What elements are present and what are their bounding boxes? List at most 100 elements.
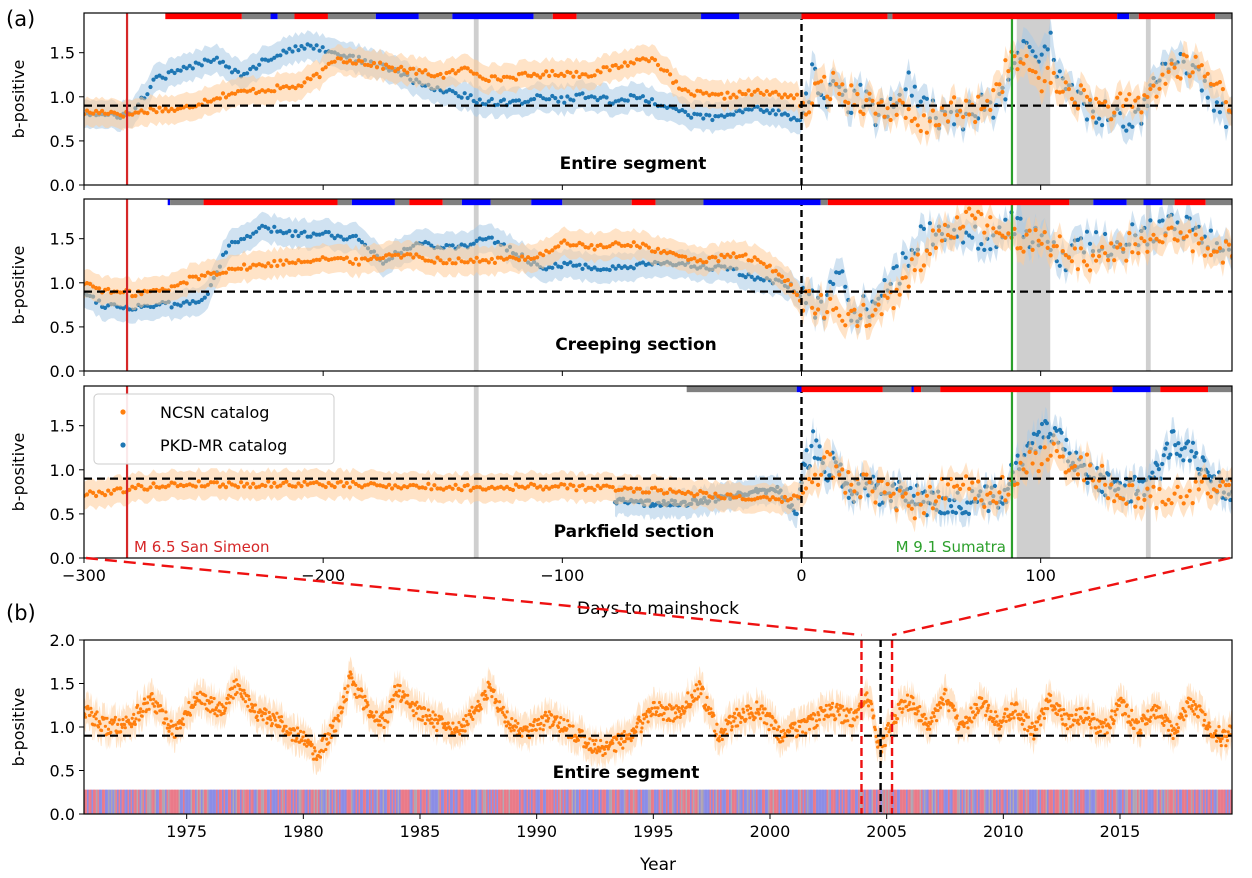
data-point xyxy=(504,716,507,719)
data-point xyxy=(896,717,899,720)
data-point xyxy=(268,715,271,718)
data-point xyxy=(1037,239,1041,243)
data-point xyxy=(843,323,847,327)
data-point xyxy=(1019,713,1022,716)
data-point xyxy=(209,696,212,699)
data-point xyxy=(1206,96,1210,100)
data-point xyxy=(1130,250,1134,254)
data-point xyxy=(116,723,119,726)
data-point xyxy=(994,501,998,505)
data-point xyxy=(113,718,116,721)
data-point xyxy=(1224,125,1228,129)
data-point xyxy=(626,99,630,103)
data-point xyxy=(887,722,890,725)
data-point xyxy=(632,61,636,65)
data-point xyxy=(124,726,127,729)
data-point xyxy=(350,673,353,676)
data-point xyxy=(176,727,179,730)
data-point xyxy=(1094,259,1098,263)
data-point xyxy=(262,718,265,721)
data-point xyxy=(594,739,597,742)
data-point xyxy=(961,483,965,487)
data-point xyxy=(1046,47,1050,51)
data-point xyxy=(746,709,749,712)
data-point xyxy=(1215,250,1219,254)
data-point xyxy=(972,710,975,713)
data-point xyxy=(724,728,727,731)
data-point xyxy=(713,730,716,733)
data-point xyxy=(1027,716,1030,719)
data-point xyxy=(603,748,606,751)
data-point xyxy=(858,313,862,317)
panel-parkfield-section: 0.00.51.01.5−300 −200 −100 0 100 Parkfield s… xyxy=(9,385,1234,619)
data-point xyxy=(898,707,901,710)
data-point xyxy=(1148,87,1152,91)
data-point xyxy=(1034,451,1038,455)
data-point xyxy=(1154,506,1158,510)
data-point xyxy=(777,738,780,741)
data-point xyxy=(477,700,480,703)
data-point xyxy=(1109,241,1113,245)
data-point xyxy=(1215,100,1219,104)
data-point xyxy=(1058,234,1062,238)
data-point xyxy=(123,723,126,726)
data-point xyxy=(1015,67,1019,71)
data-point xyxy=(406,694,409,697)
data-point xyxy=(1046,707,1049,710)
data-point xyxy=(1215,740,1218,743)
data-point xyxy=(619,743,622,746)
data-point xyxy=(636,722,639,725)
data-point xyxy=(986,709,989,712)
data-point xyxy=(982,505,986,509)
data-point xyxy=(662,718,665,721)
data-point xyxy=(309,77,313,81)
data-point xyxy=(811,429,815,433)
data-point xyxy=(1124,98,1128,102)
data-point xyxy=(167,484,171,488)
data-point xyxy=(773,727,776,730)
data-point xyxy=(1208,725,1211,728)
data-point xyxy=(1194,55,1198,59)
data-point xyxy=(1132,727,1135,730)
data-point xyxy=(89,714,92,717)
data-point xyxy=(943,113,947,117)
data-point xyxy=(1064,723,1067,726)
data-point xyxy=(831,702,834,705)
data-point xyxy=(928,728,931,731)
data-point xyxy=(1220,744,1223,747)
data-point xyxy=(225,702,228,705)
data-point xyxy=(872,714,875,717)
data-point xyxy=(801,730,804,733)
data-point xyxy=(266,226,270,230)
data-point xyxy=(284,50,288,54)
data-point xyxy=(970,213,974,217)
data-point xyxy=(1157,87,1161,91)
data-point xyxy=(535,729,538,732)
data-point xyxy=(819,79,823,83)
data-point xyxy=(1217,725,1220,728)
data-point xyxy=(1043,445,1047,449)
legend-marker-pkd xyxy=(120,442,125,447)
data-point xyxy=(1061,718,1064,721)
data-point xyxy=(210,700,213,703)
y-tick-label: 1.0 xyxy=(50,274,75,293)
data-point xyxy=(831,282,835,286)
data-point xyxy=(1085,711,1088,714)
data-point xyxy=(979,498,983,502)
data-point xyxy=(1055,244,1059,248)
data-point xyxy=(239,692,242,695)
data-point xyxy=(1088,268,1092,272)
data-point xyxy=(958,487,962,491)
data-point xyxy=(611,739,614,742)
data-point xyxy=(1091,713,1094,716)
data-point xyxy=(490,97,494,101)
data-point xyxy=(149,698,152,701)
data-point xyxy=(1000,90,1004,94)
y-tick-label: 1.0 xyxy=(50,88,75,107)
data-point xyxy=(605,741,608,744)
data-point xyxy=(1080,717,1083,720)
data-point xyxy=(1058,264,1062,268)
data-point xyxy=(464,714,467,717)
data-point xyxy=(558,721,561,724)
data-point xyxy=(707,113,711,117)
